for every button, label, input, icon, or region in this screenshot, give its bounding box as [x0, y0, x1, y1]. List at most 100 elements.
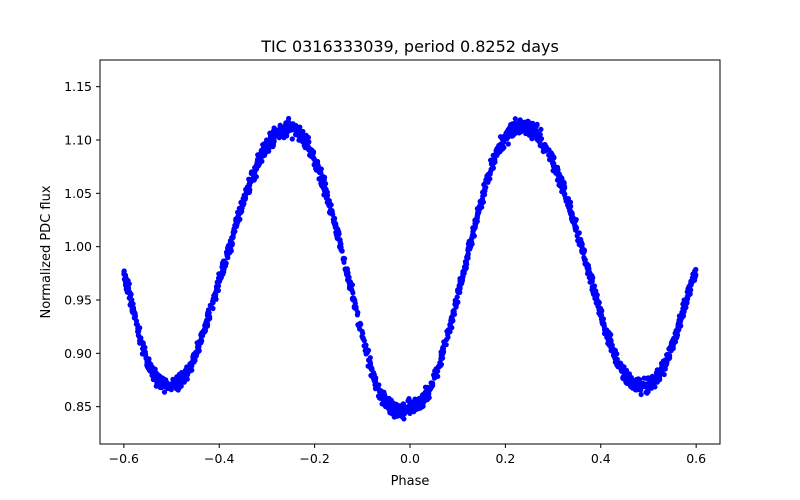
data-point [277, 122, 283, 128]
data-point [346, 274, 352, 280]
data-point [198, 332, 204, 338]
data-point [579, 241, 585, 247]
data-point [184, 364, 190, 370]
data-point [542, 148, 549, 154]
data-point [137, 340, 143, 346]
data-point [311, 156, 317, 162]
data-point [163, 381, 169, 387]
y-axis-ticks: 0.85 0.90 0.95 1.00 1.05 1.10 1.15 [64, 79, 100, 414]
data-point [221, 258, 227, 265]
data-point [354, 312, 360, 318]
data-point [214, 283, 221, 289]
data-point [284, 133, 290, 139]
data-point [141, 346, 147, 352]
data-point [529, 136, 535, 142]
data-point [500, 137, 506, 143]
data-point [125, 281, 131, 287]
data-point [480, 189, 486, 195]
data-point [508, 123, 514, 129]
data-point [408, 399, 414, 405]
data-point [172, 380, 178, 386]
data-point [674, 333, 680, 340]
data-point [533, 127, 539, 133]
data-point [518, 123, 524, 129]
data-point [132, 315, 138, 321]
data-point [434, 368, 440, 374]
data-point [512, 116, 518, 122]
data-point [598, 312, 605, 318]
data-point [484, 179, 490, 185]
data-point [349, 295, 355, 302]
data-point [497, 148, 503, 155]
data-point [572, 218, 579, 224]
data-point [231, 229, 237, 235]
data-point [505, 131, 511, 137]
data-point [638, 391, 644, 398]
data-point [265, 139, 271, 145]
data-point [289, 136, 295, 142]
data-point [439, 351, 446, 357]
data-point [581, 254, 587, 261]
data-point [593, 296, 599, 302]
y-tick-label: 1.00 [64, 239, 92, 254]
data-point [350, 290, 356, 296]
data-point [270, 128, 276, 135]
data-point [693, 273, 699, 279]
data-point [447, 328, 453, 335]
data-point [219, 269, 225, 275]
data-point [242, 196, 248, 202]
data-point [144, 355, 150, 361]
data-point [490, 152, 496, 158]
data-point [201, 327, 207, 333]
data-point [134, 322, 140, 328]
data-point [485, 172, 491, 179]
data-point [388, 409, 394, 415]
data-point [510, 129, 517, 135]
data-point [632, 387, 639, 393]
data-point [573, 224, 580, 231]
data-point [367, 358, 373, 365]
data-point [435, 373, 441, 379]
data-point [182, 377, 188, 383]
data-point [569, 210, 575, 216]
y-tick-label: 0.95 [64, 293, 92, 308]
y-axis-label: Normalized PDC flux [39, 185, 54, 318]
data-point [211, 296, 217, 302]
x-axis-label: Phase [391, 474, 430, 489]
data-point [204, 319, 210, 326]
data-point [342, 256, 348, 262]
chart-title: TIC 0316333039, period 0.8252 days [260, 37, 559, 56]
data-point [664, 358, 670, 365]
data-point [607, 338, 613, 344]
data-point [457, 285, 463, 292]
data-point [646, 380, 652, 386]
data-point [144, 359, 150, 365]
data-point [388, 405, 394, 411]
data-point [641, 375, 647, 381]
data-point [156, 381, 162, 387]
data-point [391, 401, 397, 407]
data-point [251, 177, 257, 183]
data-point [150, 371, 156, 377]
data-point [477, 206, 483, 212]
data-point [154, 376, 160, 382]
data-point [566, 202, 572, 208]
data-point [130, 305, 136, 311]
data-point [585, 271, 591, 277]
data-point [346, 278, 353, 284]
data-point [450, 311, 456, 317]
data-point [626, 381, 633, 387]
data-point [612, 355, 618, 361]
data-point [122, 272, 129, 278]
data-point [685, 290, 692, 296]
data-point [337, 240, 344, 246]
data-point [246, 181, 252, 187]
data-point [467, 239, 473, 245]
data-point [407, 410, 413, 416]
data-point [416, 403, 422, 409]
data-point [190, 356, 196, 362]
data-point [138, 335, 144, 341]
data-point [578, 236, 584, 243]
data-point [451, 307, 457, 313]
